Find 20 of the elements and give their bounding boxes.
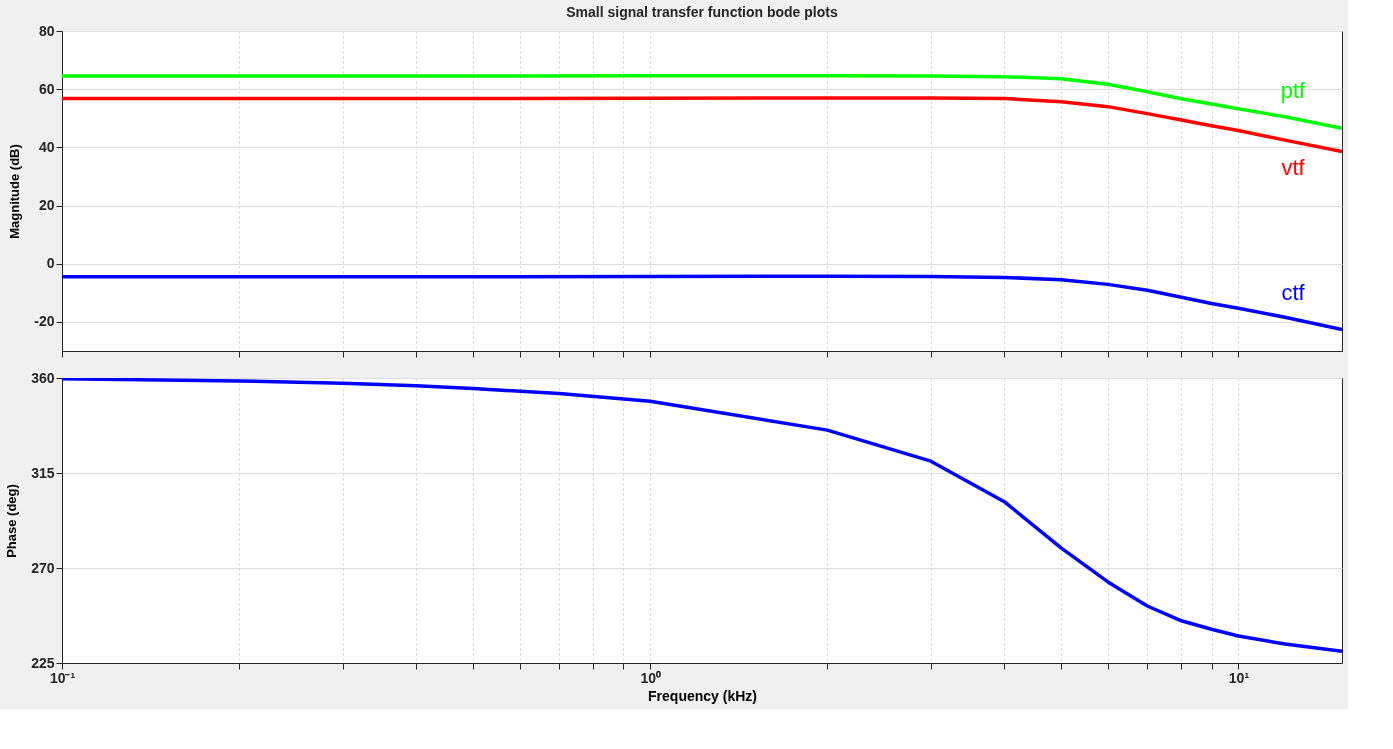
y-tick-label: 270 <box>31 559 55 576</box>
x-tick-label: 10⁻¹ <box>49 669 76 686</box>
y-axis-title: Phase (deg) <box>4 484 20 558</box>
x-tick-label: 10¹ <box>1228 669 1250 686</box>
y-tick-label: 360 <box>31 369 55 386</box>
y-tick-label: 80 <box>38 22 55 39</box>
chart-title: Small signal transfer function bode plots <box>566 4 838 20</box>
y-tick-label: 40 <box>38 138 55 155</box>
series-label: ptf <box>1280 77 1307 103</box>
y-tick-label: 315 <box>31 464 55 481</box>
series-label: vtf <box>1281 155 1306 181</box>
y-axis-title: Magnitude (dB) <box>7 144 23 239</box>
x-axis-title: Frequency (kHz) <box>648 687 757 704</box>
x-tick-label: 10⁰ <box>640 669 661 686</box>
y-tick-label: 20 <box>38 197 55 214</box>
series-label: ctf <box>1281 280 1306 306</box>
y-tick-label: 0 <box>46 255 55 272</box>
y-tick-label: 225 <box>31 654 55 671</box>
y-tick-label: -20 <box>34 313 55 330</box>
y-tick-label: 60 <box>38 80 55 97</box>
